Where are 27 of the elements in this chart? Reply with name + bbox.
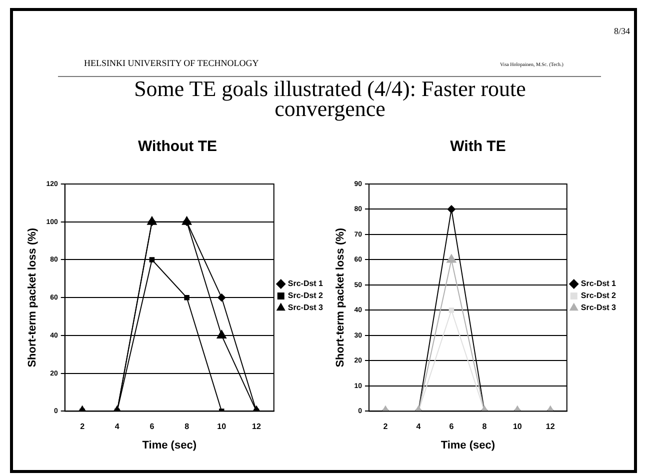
x-tick-label: 4 — [416, 422, 422, 432]
x-tick-label: 2 — [383, 422, 388, 432]
x-tick-label: 8 — [184, 422, 190, 432]
x-axis-title: Time (sec) — [142, 439, 197, 452]
x-tick-label: 6 — [449, 422, 454, 432]
x-tick-label: 10 — [217, 422, 227, 432]
legend-label: Src-Dst 1 — [580, 279, 617, 288]
chart-title: With TE — [450, 138, 506, 156]
y-axis-title: Short-term packet loss (%) — [334, 228, 347, 368]
x-tick-label: 2 — [80, 422, 86, 432]
chart-title: Without TE — [138, 138, 218, 156]
x-tick-label: 6 — [150, 422, 155, 432]
text: Some TE goals illustrated (4/4): Faster route convergence — [133, 76, 527, 121]
text: HELSINKI UNIVERSITY OF TECHNOLOGY — [84, 58, 259, 68]
text: 8/34 — [614, 26, 630, 36]
x-tick-label: 10 — [512, 422, 522, 432]
x-tick-label: 12 — [546, 422, 556, 432]
x-tick-label: 12 — [252, 422, 262, 432]
legend-label: Src-Dst 3 — [288, 303, 324, 312]
x-tick-label: 8 — [482, 422, 488, 432]
legend-label: Src-Dst 3 — [580, 303, 617, 312]
x-axis-title: Time (sec) — [440, 439, 496, 452]
legend-label: Src-Dst 1 — [288, 279, 324, 288]
legend-label: Src-Dst 2 — [288, 291, 324, 300]
legend-label: Src-Dst 2 — [580, 291, 617, 300]
x-tick-label: 4 — [114, 422, 120, 432]
y-axis-title: Short-term packet loss (%) — [26, 228, 39, 368]
